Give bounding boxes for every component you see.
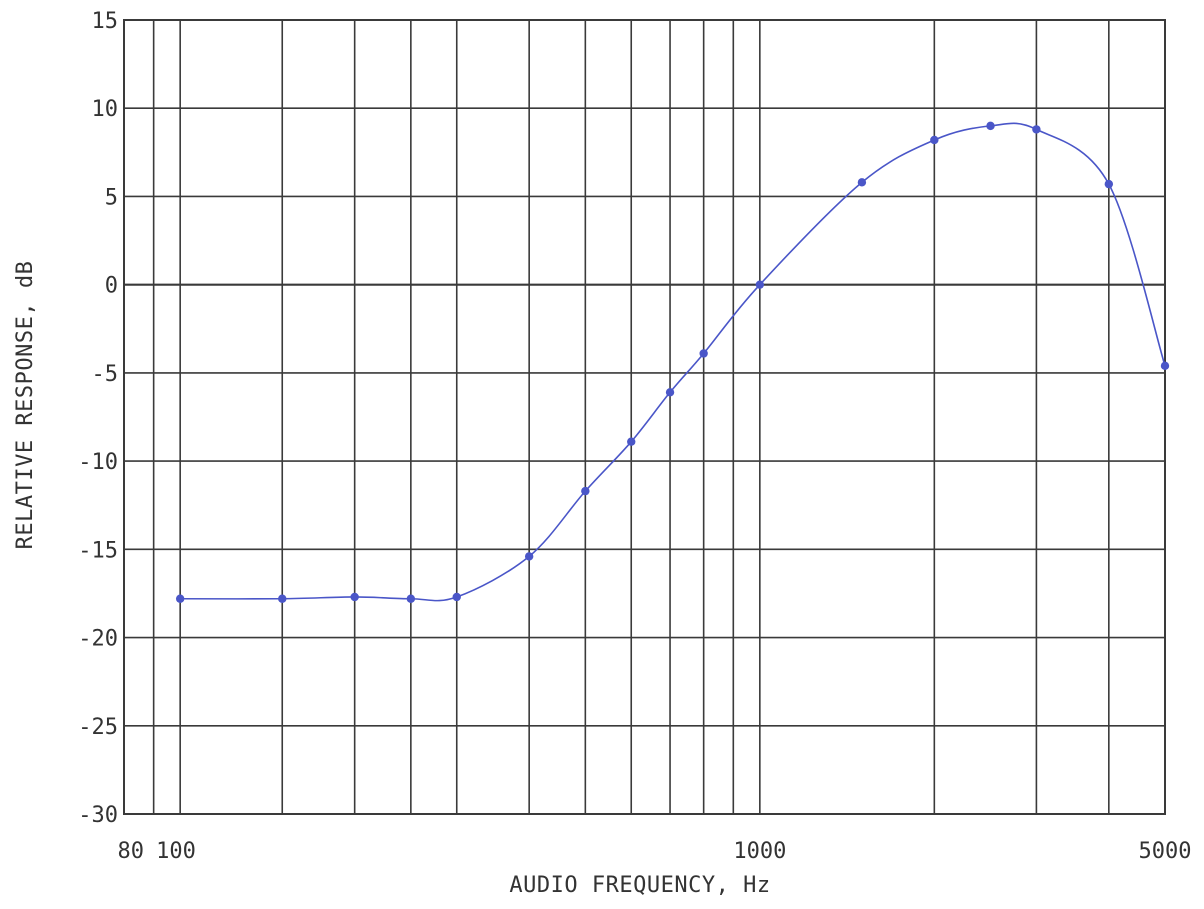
x-tick-label: 80 xyxy=(118,839,145,864)
y-tick-label: 0 xyxy=(105,274,118,299)
data-point xyxy=(350,592,359,602)
y-tick-label: -10 xyxy=(78,450,118,475)
y-tick-label: -30 xyxy=(78,803,118,828)
y-tick-label: -20 xyxy=(78,627,118,652)
y-tick-label: 10 xyxy=(92,97,119,122)
data-point xyxy=(524,552,534,561)
data-point xyxy=(175,594,185,603)
data-series xyxy=(175,121,1170,603)
data-point xyxy=(986,121,995,131)
data-point xyxy=(581,486,590,496)
data-point xyxy=(857,178,867,187)
y-tick-label: -5 xyxy=(92,362,119,387)
data-point xyxy=(699,349,708,358)
data-point xyxy=(627,437,636,446)
plot-frame xyxy=(123,19,1166,815)
y-tick-label: 5 xyxy=(105,185,118,210)
data-point xyxy=(1032,125,1041,134)
grid xyxy=(123,19,1166,815)
data-point xyxy=(1104,179,1114,189)
x-tick-labels: 80 100 1000 5000 xyxy=(118,839,1192,864)
data-point xyxy=(665,388,675,397)
y-tick-label: 15 xyxy=(92,9,119,34)
data-point xyxy=(930,135,939,145)
series-line xyxy=(180,122,1166,602)
y-tick-labels: 15 10 5 0 -5 -10 -15 -20 -25 -30 xyxy=(78,9,118,828)
x-tick-label: 100 xyxy=(156,839,196,864)
data-point xyxy=(755,280,765,289)
y-axis-title: RELATIVE RESPONSE, dB xyxy=(13,261,38,550)
data-point xyxy=(278,594,287,603)
x-axis-title: AUDIO FREQUENCY, Hz xyxy=(509,873,770,898)
data-point xyxy=(1160,361,1170,371)
data-point xyxy=(452,592,461,602)
y-tick-label: -15 xyxy=(78,538,118,563)
x-tick-label: 5000 xyxy=(1139,839,1192,864)
x-tick-label: 1000 xyxy=(733,839,786,864)
y-tick-label: -25 xyxy=(78,715,118,740)
data-point xyxy=(406,594,416,603)
